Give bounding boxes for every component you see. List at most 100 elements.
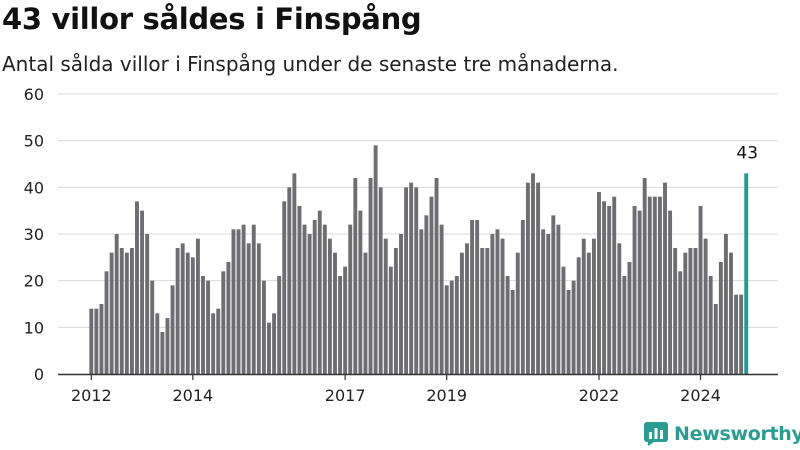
bar — [135, 201, 139, 374]
bar — [429, 196, 434, 374]
bar — [348, 224, 353, 374]
bar — [591, 238, 596, 374]
bar — [226, 262, 231, 374]
bar — [434, 178, 439, 374]
bar — [307, 234, 312, 374]
bar — [470, 220, 475, 374]
x-tick-label: 2017 — [325, 386, 366, 405]
bar — [277, 276, 282, 374]
bar — [556, 224, 561, 374]
bar — [368, 178, 373, 374]
bar — [343, 266, 348, 374]
x-tick-label: 2014 — [172, 386, 213, 405]
x-axis: 2012 2014 2017 2019 2022 2024 — [58, 373, 778, 405]
bar — [627, 262, 632, 374]
bar — [155, 313, 160, 374]
bar — [317, 210, 322, 374]
bar — [195, 238, 200, 374]
bar — [109, 252, 114, 374]
bar — [282, 201, 287, 374]
bar — [312, 220, 317, 374]
bar — [708, 276, 713, 374]
bar — [642, 178, 647, 374]
bar — [185, 252, 190, 374]
newsworthy-logo: Newsworthy — [644, 420, 800, 448]
bar — [373, 145, 378, 374]
bar — [333, 252, 337, 374]
bar — [454, 276, 459, 374]
bar — [287, 187, 292, 374]
bar — [256, 243, 261, 374]
bar — [723, 234, 728, 374]
chart-title: 43 villor såldes i Finspång — [2, 2, 422, 36]
chart-subtitle: Antal sålda villor i Finspång under de s… — [2, 52, 619, 76]
bar — [424, 215, 429, 374]
bar — [338, 276, 343, 374]
bar — [525, 182, 530, 374]
bar — [165, 318, 170, 374]
bar — [541, 229, 546, 374]
data-labels: 43 — [736, 143, 758, 163]
bar — [358, 210, 363, 374]
bar — [459, 252, 464, 374]
bar — [586, 252, 591, 374]
bar — [500, 238, 505, 374]
bar — [175, 248, 180, 374]
bar — [246, 243, 251, 374]
bar — [221, 271, 226, 374]
bar — [602, 201, 607, 374]
bar — [439, 224, 444, 374]
bar — [231, 229, 236, 374]
bar — [124, 252, 129, 374]
bar — [150, 280, 155, 374]
x-tick-label: 2019 — [426, 386, 467, 405]
bar — [515, 252, 520, 374]
bar — [145, 234, 150, 374]
bar — [637, 210, 642, 374]
bar — [160, 332, 165, 374]
bar — [414, 187, 419, 374]
bar — [201, 276, 205, 374]
y-axis-ticks: 0 10 20 30 40 50 60 — [24, 85, 44, 384]
bar — [536, 182, 541, 374]
x-tick-label: 2012 — [71, 386, 112, 405]
x-tick-label: 2024 — [680, 386, 721, 405]
bar — [89, 308, 94, 374]
bar — [99, 304, 104, 374]
bar — [190, 257, 195, 374]
bar — [302, 224, 307, 374]
y-tick-label: 60 — [24, 85, 44, 104]
bar — [399, 234, 403, 374]
bar — [409, 182, 414, 374]
bar — [211, 313, 216, 374]
bar — [383, 238, 388, 374]
bar — [495, 229, 500, 374]
bar — [378, 187, 383, 374]
y-tick-label: 30 — [24, 225, 44, 244]
bars — [89, 145, 749, 374]
bar — [449, 280, 454, 374]
bar — [607, 206, 612, 374]
bar — [576, 257, 581, 374]
bar — [393, 248, 398, 374]
y-tick-label: 40 — [24, 178, 44, 197]
bar — [688, 248, 693, 374]
bar — [322, 224, 327, 374]
bar — [693, 248, 698, 374]
bar — [94, 308, 99, 374]
bar — [292, 173, 297, 374]
bar — [104, 271, 109, 374]
bar — [510, 290, 515, 374]
bar — [713, 304, 718, 374]
bar — [531, 173, 535, 374]
bar — [718, 262, 723, 374]
bar — [678, 271, 683, 374]
bar — [261, 280, 266, 374]
bar — [632, 206, 637, 374]
bar — [475, 220, 480, 374]
bar — [272, 313, 277, 374]
bar — [657, 196, 662, 374]
bar — [236, 229, 241, 374]
bar — [622, 276, 627, 374]
